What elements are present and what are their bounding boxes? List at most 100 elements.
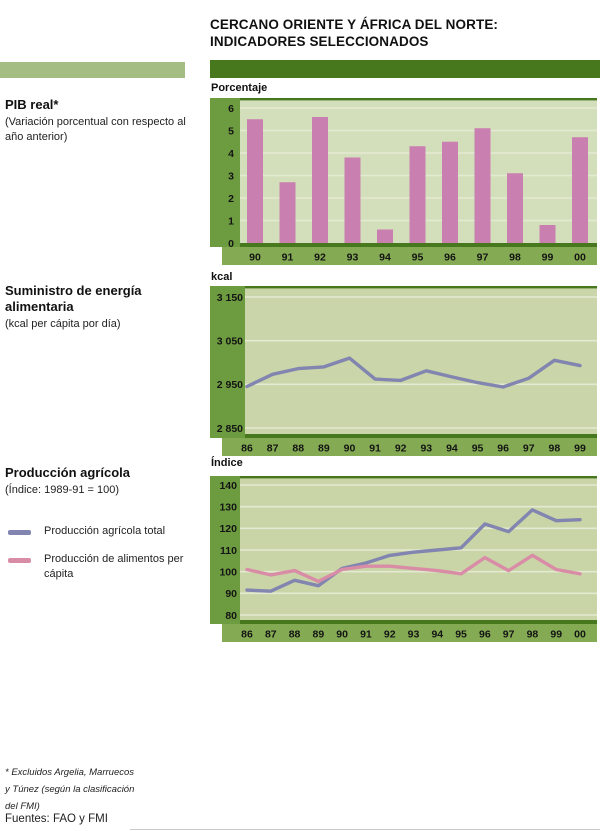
x-tick-label: 97 — [477, 252, 489, 264]
x-tick-label: 96 — [444, 252, 456, 264]
x-tick-label: 00 — [574, 629, 586, 641]
y-tick-label: 120 — [219, 523, 237, 535]
section-label-pib-real: PIB real* (Variación porcentual con resp… — [5, 97, 193, 144]
bottom-rule — [130, 829, 600, 830]
plot-top-border — [240, 476, 597, 479]
bar-97 — [474, 128, 491, 243]
y-axis-strip — [210, 476, 240, 624]
y-tick-label: 3 — [228, 170, 234, 182]
legend-item-alimentos: Producción de alimentos per cápita — [5, 552, 195, 582]
section-label-produccion: Producción agrícola (Índice: 1989-91 = 1… — [5, 465, 193, 498]
legend-swatch-alimentos — [8, 558, 31, 563]
y-tick-label: 110 — [220, 545, 237, 557]
section-heading: Producción agrícola — [5, 465, 130, 480]
legend-label-total: Producción agrícola total — [44, 525, 166, 537]
x-tick-label: 89 — [318, 443, 330, 455]
x-tick-label: 93 — [420, 443, 432, 455]
section-subheading: (Índice: 1989-91 = 100) — [5, 484, 120, 496]
x-tick-label: 97 — [523, 443, 535, 455]
y-tick-label: 1 — [228, 215, 234, 227]
x-tick-label: 98 — [509, 252, 521, 264]
series-line-0 — [245, 508, 582, 593]
x-tick-label: 91 — [369, 443, 381, 455]
legend-item-total: Producción agrícola total — [5, 524, 195, 539]
y-tick-label: 2 850 — [217, 423, 243, 435]
chart-unit-label-indice: Índice — [211, 457, 243, 469]
y-tick-label: 2 — [228, 193, 234, 205]
y-tick-label: 2 950 — [217, 379, 243, 391]
x-tick-label: 88 — [289, 629, 301, 641]
y-tick-label: 6 — [228, 103, 234, 115]
section-heading: PIB real* — [5, 97, 59, 112]
y-axis-strip — [210, 286, 245, 438]
bar-94 — [377, 229, 393, 243]
x-tick-label: 95 — [472, 443, 484, 455]
bar-92 — [312, 117, 328, 243]
x-tick-label: 91 — [282, 252, 294, 264]
legend: Producción agrícola total Producción de … — [5, 524, 195, 595]
x-tick-label: 96 — [497, 443, 509, 455]
x-tick-label: 86 — [241, 443, 253, 455]
y-axis-strip — [210, 98, 240, 247]
bar-93 — [344, 157, 361, 243]
x-tick-label: 88 — [292, 443, 304, 455]
x-tick-label: 00 — [574, 252, 586, 264]
legend-label-alimentos: Producción de alimentos per cápita — [44, 553, 184, 580]
x-tick-label: 94 — [446, 443, 458, 455]
bar-00 — [572, 137, 588, 243]
x-tick-label: 90 — [249, 252, 261, 264]
x-tick-label: 95 — [455, 629, 467, 641]
section-subheading: (Variación porcentual con respecto al añ… — [5, 116, 186, 143]
x-tick-label: 95 — [412, 252, 424, 264]
y-tick-label: 100 — [219, 566, 237, 578]
y-tick-label: 3 150 — [217, 292, 243, 304]
x-tick-label: 92 — [395, 443, 407, 455]
plot-top-border — [245, 286, 597, 289]
plot-area — [240, 476, 597, 620]
energia-alimentaria-line-chart: 3 150 3 050 2 950 2 850 86 87 88 89 90 91 92 93 94 95… — [210, 286, 597, 456]
bar-99 — [539, 225, 556, 243]
x-tick-label: 90 — [336, 629, 348, 641]
page-title-line-1: CERCANO ORIENTE Y ÁFRICA DEL NORTE: — [210, 17, 499, 33]
section-label-energia: Suministro de energía alimentaria (kcal … — [5, 283, 193, 332]
header-accent-bar — [210, 60, 600, 78]
series-line-0 — [245, 356, 582, 389]
x-tick-label: 92 — [314, 252, 326, 264]
footnote-line: del FMI) — [5, 801, 40, 812]
x-tick-label: 94 — [379, 252, 391, 264]
bar-98 — [507, 173, 523, 243]
footnote-line: * Excluidos Argelia, Marruecos — [5, 767, 135, 778]
x-tick-label: 89 — [313, 629, 325, 641]
plot-baseline — [240, 620, 597, 624]
y-tick-label: 90 — [225, 588, 237, 600]
x-tick-label: 92 — [384, 629, 396, 641]
footnote: * Excluidos Argelia, Marruecos y Túnez (… — [5, 764, 175, 815]
source-line: Fuentes: FAO y FMI — [5, 813, 108, 825]
section-subheading: (kcal per cápita por día) — [5, 318, 121, 330]
left-accent-bar — [0, 62, 185, 78]
bar-96 — [442, 141, 458, 243]
x-axis-strip — [222, 438, 597, 456]
x-tick-label: 93 — [408, 629, 420, 641]
x-tick-label: 94 — [431, 629, 443, 641]
x-tick-label: 96 — [479, 629, 491, 641]
x-tick-label: 98 — [549, 443, 561, 455]
x-tick-label: 97 — [503, 629, 515, 641]
chart-unit-label-porcentaje: Porcentaje — [211, 82, 268, 94]
y-tick-label: 0 — [228, 238, 234, 250]
page-title: CERCANO ORIENTE Y ÁFRICA DEL NORTE: INDI… — [210, 16, 595, 50]
bar-95 — [409, 146, 426, 243]
y-tick-label: 130 — [219, 501, 237, 513]
y-tick-label: 140 — [219, 480, 237, 492]
plot-baseline — [245, 434, 597, 438]
pib-real-bar-chart: 6 5 4 3 2 1 0 90 91 92 93 94 95 96 97 98 99 00 — [210, 98, 597, 265]
section-heading: Suministro de energía alimentaria — [5, 283, 142, 314]
y-tick-label: 5 — [228, 125, 234, 137]
produccion-agricola-line-chart: 140 130 120 110 100 90 80 86 87 88 89 90 91 92 93 94 95 9… — [210, 476, 597, 642]
x-tick-label: 99 — [574, 443, 586, 455]
plot-top-border — [240, 98, 597, 101]
x-tick-label: 99 — [542, 252, 554, 264]
x-tick-label: 87 — [267, 443, 279, 455]
legend-swatch-total — [8, 530, 31, 535]
